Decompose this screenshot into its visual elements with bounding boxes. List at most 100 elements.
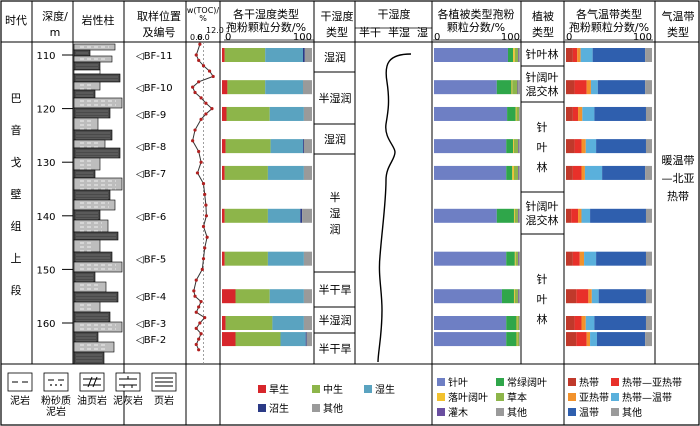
vegetation-bar-segment — [515, 251, 519, 266]
header-depth-line2: m — [50, 26, 61, 39]
legend-lithology-swatch — [43, 372, 69, 392]
legend-lithology-label: 泥岩 — [46, 405, 66, 418]
dry-wet-bar-segment — [303, 139, 312, 154]
thermal-bar-segment — [590, 332, 597, 347]
vegetation-bar-segment — [506, 316, 517, 330]
vegetation-zone-label: 叶 — [537, 293, 548, 306]
lithology-layer — [73, 301, 101, 313]
dry-wet-bar-segment — [280, 332, 306, 347]
vegetation-zone-label: 林 — [537, 160, 548, 174]
dry-wet-zone-label: 湿润 — [324, 50, 346, 64]
toc-point — [197, 58, 201, 62]
climate-zone-label: 热带 — [667, 190, 689, 203]
toc-point — [194, 53, 198, 57]
sample-label: ◁BF-8 — [136, 142, 166, 153]
toc-point — [204, 203, 208, 207]
depth-label: 130 — [36, 158, 55, 169]
vegetation-bar-segment — [506, 139, 514, 154]
vegetation-bar-segment — [519, 48, 520, 62]
header-era: 时代 — [5, 14, 27, 27]
dry-wet-bar-segment — [224, 48, 266, 62]
vegetation-bar-segment — [434, 208, 497, 223]
sample-label: ◁BF-3 — [136, 319, 166, 330]
vegetation-zone-label: 针 — [537, 272, 548, 286]
header-veg-line2: 颗粒分数/% — [447, 20, 505, 34]
vegetation-bar-segment — [507, 48, 514, 62]
legend-swatch — [312, 404, 320, 412]
vegetation-zone-label: 针叶林 — [526, 47, 559, 61]
toc-point — [193, 294, 197, 298]
thermal-bar-segment — [598, 289, 646, 304]
thermal-bar-segment — [579, 251, 585, 266]
dry-wet-zone-label: 半干旱 — [319, 283, 352, 297]
toc-point — [203, 246, 207, 250]
vegetation-zone-label: 混交林 — [526, 84, 559, 98]
toc-curve — [191, 42, 215, 364]
vegetation-bar-segment — [519, 251, 520, 266]
dry-wet-zone-label: 润 — [330, 222, 341, 236]
lithology-layer — [73, 291, 119, 303]
vegetation-bar-segment — [512, 165, 514, 180]
sample-labels: ◁BF-11 ◁BF-10 ◁BF-9 ◁BF-8 ◁BF-7 ◁BF-6 ◁BF-5 ◁BF… — [136, 51, 173, 346]
thermal-bar-segment — [582, 106, 595, 121]
header-thermal-line1: 各气温带类型 — [576, 7, 642, 21]
thermal-bar-segment — [590, 208, 646, 223]
thermal-bar-segment — [645, 251, 652, 266]
header-row: 时代 深度/ m 岩性柱 取样位置 及编号 w(TOC)/ % 各干湿度类型 孢… — [5, 6, 695, 39]
legend-swatch — [496, 408, 504, 416]
vegetation-bar-segment — [518, 48, 520, 62]
lithology-layer — [73, 199, 116, 211]
legend-label: 热带 — [579, 376, 599, 389]
toc-point — [207, 69, 212, 73]
thermal-bar-segment — [566, 208, 572, 223]
toc-point — [199, 299, 203, 304]
lithology-layer — [73, 219, 109, 233]
header-toc: w(TOC)/ — [187, 6, 220, 15]
toc-point — [204, 101, 208, 105]
legend-label: 针叶 — [448, 376, 468, 389]
dry-wet-bar-segment — [303, 106, 312, 121]
toc-point — [197, 305, 201, 309]
dry-wet-bar-segment — [235, 289, 270, 304]
lithology-layer — [73, 321, 123, 333]
depth-label: 160 — [36, 319, 55, 330]
legend-label: 草本 — [507, 391, 527, 404]
thermal-bar-segment — [572, 165, 582, 180]
formation-char: 上 — [11, 252, 22, 265]
header-toc-unit: % — [199, 14, 207, 23]
dry-wet-bar-segment — [300, 208, 303, 223]
dry-wet-bar-segment — [224, 251, 268, 266]
toc-point — [201, 64, 206, 68]
thermal-bar-segment — [566, 251, 573, 266]
dry-wet-zone-label: 半湿润 — [319, 313, 352, 327]
toc-line — [191, 44, 214, 351]
lithology-layer — [73, 73, 121, 83]
header-veg-line1: 各植被类型孢粉 — [438, 7, 515, 21]
lithology-layer — [73, 97, 123, 109]
lithology-layer — [73, 341, 115, 353]
toc-point — [198, 321, 202, 325]
legend-label: 其他 — [622, 406, 642, 419]
climate-zone-label: 暖温带 — [662, 154, 695, 167]
vegetation-bar-segment — [519, 106, 520, 121]
lithology-layer — [73, 239, 101, 253]
thermal-bar-segment — [566, 106, 573, 121]
thermal-bar-segment — [586, 80, 591, 95]
toc-point — [198, 42, 202, 46]
thermal-bar-segment — [581, 208, 591, 223]
sample-label: ◁BF-7 — [136, 169, 166, 180]
thermal-bar-segment — [566, 139, 575, 154]
legend-lithology-label: 油页岩 — [77, 394, 107, 407]
lithology-layer — [73, 169, 96, 179]
thermal-bar-segment — [584, 165, 603, 180]
thermal-bar-segment — [566, 332, 577, 347]
thermal-bar-segment — [578, 106, 583, 121]
dry-wet-zone-label: 半 — [330, 190, 341, 204]
toc-point — [201, 257, 206, 261]
thermal-bar-segment — [581, 316, 586, 330]
legend-lithology-label: 粉砂质 — [41, 394, 71, 407]
toc-point — [199, 96, 203, 100]
sample-label: ◁BF-5 — [136, 255, 166, 266]
vegetation-zone-label: 叶 — [537, 141, 548, 154]
